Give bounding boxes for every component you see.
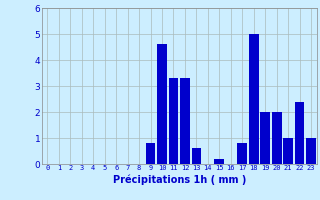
Bar — [237, 143, 247, 164]
Bar — [180, 78, 190, 164]
Bar — [249, 34, 259, 164]
Bar — [272, 112, 282, 164]
X-axis label: Précipitations 1h ( mm ): Précipitations 1h ( mm ) — [113, 174, 246, 185]
Bar — [157, 44, 167, 164]
Bar — [192, 148, 201, 164]
Bar — [306, 138, 316, 164]
Bar — [283, 138, 293, 164]
Bar — [214, 159, 224, 164]
Bar — [146, 143, 156, 164]
Bar — [169, 78, 178, 164]
Bar — [260, 112, 270, 164]
Bar — [295, 102, 304, 164]
